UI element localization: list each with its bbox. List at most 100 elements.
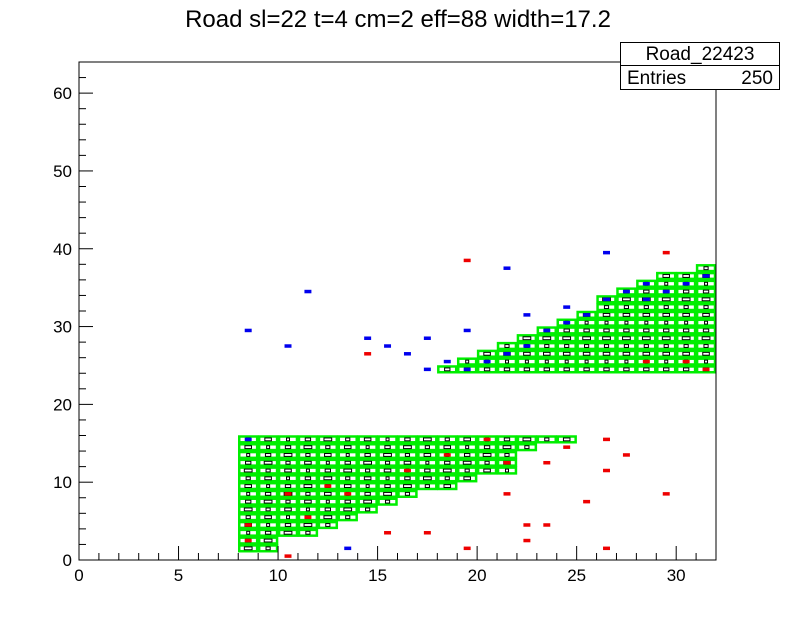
road-cell	[337, 443, 358, 452]
road-cell	[556, 357, 577, 366]
road-cell	[317, 435, 339, 444]
occupancy-box	[384, 484, 391, 489]
road-cell	[616, 349, 637, 358]
occupancy-box	[244, 445, 252, 450]
road-cell	[377, 435, 398, 444]
road-cell	[656, 349, 677, 358]
occupancy-box	[663, 367, 670, 372]
road-cell	[675, 349, 697, 358]
occupancy-box	[384, 499, 391, 504]
x-axis: 0 5 10 15 20 25 30	[74, 546, 717, 585]
road-cell	[695, 295, 717, 304]
road-cell	[337, 481, 358, 491]
road-cell	[257, 466, 279, 475]
occupancy-box	[702, 312, 710, 317]
road-cell	[317, 513, 339, 522]
road-cell	[337, 474, 358, 483]
red-hit	[622, 453, 630, 457]
occupancy-box	[285, 460, 291, 465]
occupancy-box	[483, 445, 491, 450]
occupancy-box	[305, 491, 311, 496]
road-cell	[616, 365, 637, 374]
road-cell	[496, 357, 518, 366]
occupancy-box	[343, 507, 353, 512]
occupancy-box	[424, 445, 430, 450]
road-cell	[377, 466, 398, 475]
road-cell	[277, 481, 299, 491]
road-cell	[496, 443, 518, 452]
road-cell	[317, 520, 339, 530]
road-cell	[257, 474, 279, 483]
occupancy-box	[643, 328, 650, 333]
road-cell	[476, 349, 498, 358]
road-cell	[656, 302, 677, 312]
occupancy-box	[305, 453, 311, 457]
occupancy-box	[484, 460, 490, 465]
red-hit	[284, 492, 292, 496]
road-cell	[536, 341, 557, 351]
road-cell	[357, 497, 378, 506]
occupancy-box	[684, 320, 689, 325]
road-cell	[456, 357, 478, 366]
occupancy-box	[662, 312, 671, 317]
occupancy-box	[663, 305, 669, 310]
red-hit	[403, 468, 411, 473]
occupancy-box	[681, 297, 691, 302]
occupancy-box	[463, 476, 471, 481]
occupancy-box	[265, 546, 271, 551]
road-cell	[516, 334, 538, 343]
occupancy-box	[304, 499, 312, 504]
red-hit	[603, 546, 610, 551]
road-cell	[238, 443, 259, 452]
road-cell	[636, 326, 657, 335]
occupancy-box	[364, 491, 371, 496]
blue-hit	[463, 328, 471, 333]
road-cell	[656, 287, 677, 296]
occupancy-box	[664, 320, 669, 325]
road-cell	[437, 450, 458, 460]
occupancy-box	[344, 499, 351, 504]
x-tick-label: 15	[368, 566, 387, 585]
road-cell	[297, 450, 319, 460]
occupancy-box	[246, 491, 251, 496]
road-cell	[277, 505, 299, 514]
occupancy-box	[404, 437, 411, 442]
road-cell	[536, 349, 557, 358]
x-tick-label: 0	[74, 566, 83, 585]
blue-hit	[523, 344, 531, 348]
red-hit	[603, 437, 610, 442]
occupancy-box	[344, 460, 351, 465]
road-cell	[596, 341, 617, 351]
road-cell	[456, 458, 478, 467]
road-cell	[297, 435, 319, 444]
road-cell	[556, 435, 577, 444]
occupancy-box	[246, 530, 251, 535]
road-cell	[695, 326, 717, 335]
occupancy-box	[285, 499, 291, 504]
occupancy-box	[422, 476, 432, 481]
road-cell	[397, 474, 418, 483]
occupancy-box	[622, 336, 631, 341]
occupancy-box	[544, 437, 550, 442]
occupancy-box	[701, 336, 711, 341]
road-cell	[616, 334, 637, 343]
road-cell	[397, 489, 418, 498]
occupancy-box	[643, 367, 650, 372]
occupancy-box	[584, 359, 589, 364]
road-cell	[297, 474, 319, 483]
road-cell	[238, 489, 259, 498]
road-cell	[476, 458, 498, 467]
road-cell	[317, 458, 339, 467]
occupancy-box	[264, 491, 272, 496]
road-cell	[377, 481, 398, 491]
y-tick-label: 10	[53, 473, 72, 492]
occupancy-box	[404, 476, 411, 481]
occupancy-box	[523, 351, 531, 356]
y-tick-label: 50	[53, 162, 72, 181]
road-cell	[417, 443, 438, 452]
road-cell	[656, 365, 677, 374]
road-cell	[536, 357, 557, 366]
road-cell	[297, 528, 319, 537]
occupancy-box	[543, 367, 550, 372]
road-cell	[675, 287, 697, 296]
